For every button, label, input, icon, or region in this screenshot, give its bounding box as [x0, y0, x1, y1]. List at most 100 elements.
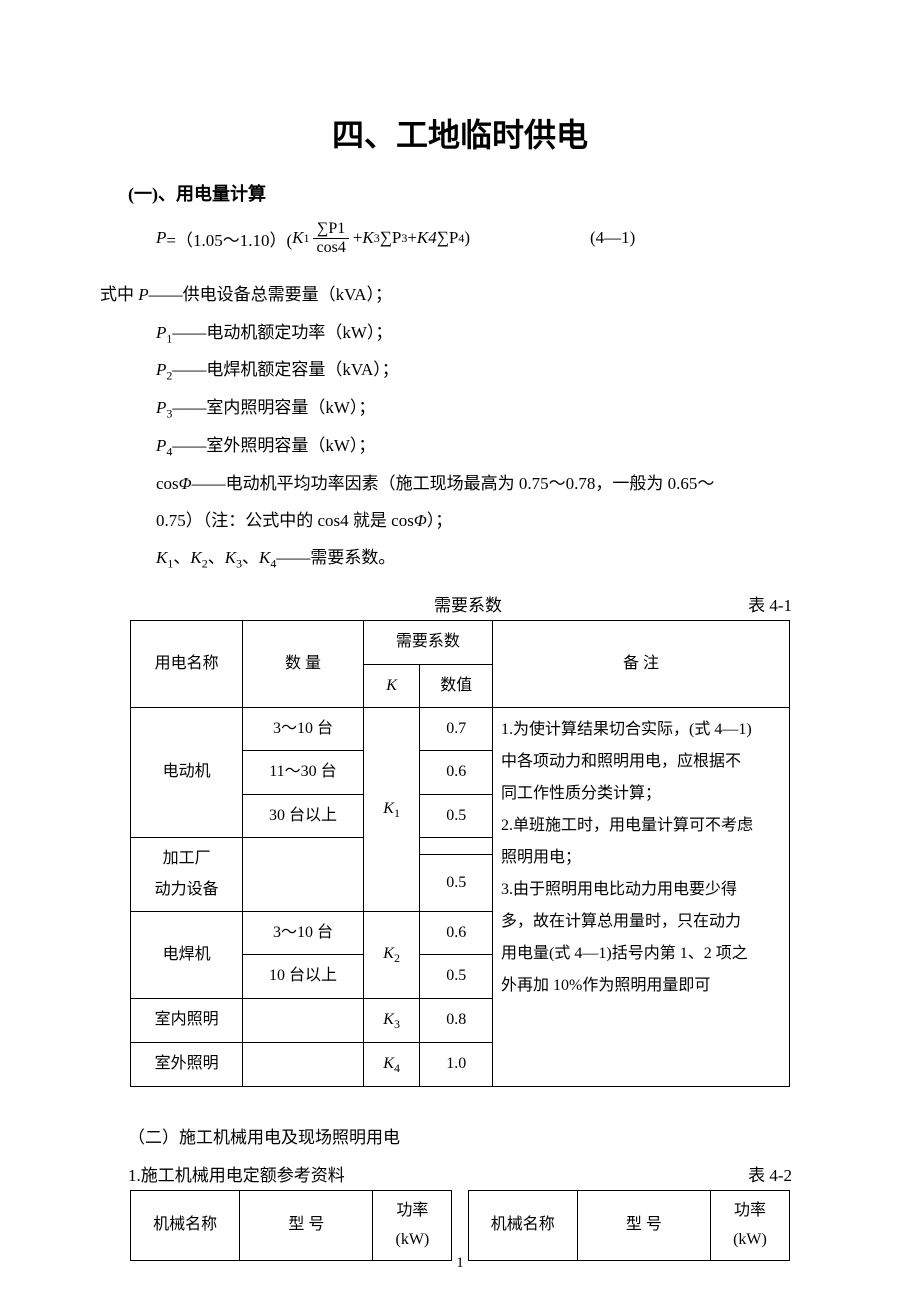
equation-number: (4—1): [590, 228, 635, 248]
t1-remarks: 1.为使计算结果切合实际，(式 4—1) 中各项动力和照明用电，应根据不 同工作…: [493, 708, 790, 1087]
remark-l8: 用电量(式 4—1)括号内第 1、2 项之: [501, 938, 781, 970]
table-row: 电动机 3～10 台 K1 0.7 1.为使计算结果切合实际，(式 4—1) 中…: [131, 708, 790, 751]
table2-caption: 1.施工机械用电定额参考资料: [128, 1161, 748, 1186]
t1-r4-q: [243, 998, 364, 1042]
t1-r1-name: 电动机: [131, 708, 243, 838]
t1-r5-v: 1.0: [420, 1042, 493, 1086]
def-intro: 式中 P——供电设备总需要量（kVA）；: [100, 276, 820, 313]
def-p1: P1——电动机额定功率（kW）；: [156, 314, 820, 352]
def-k4: K: [259, 548, 270, 567]
t1-r3-K: K2: [363, 912, 420, 999]
t1-k4-sym: K: [383, 1055, 394, 1072]
def-cos-line2: 0.75）（注：公式中的 cos4 就是 cosΦ）；: [156, 502, 820, 539]
t2-h4: 机械名称: [468, 1190, 577, 1261]
t2-h5: 型 号: [577, 1190, 710, 1261]
def-cos-phi2: Φ: [414, 511, 427, 530]
def-cos-sym: cos: [156, 474, 179, 493]
remark-l4: 2.单班施工时，用电量计算可不考虑: [501, 810, 781, 842]
def-intro-pre: 式中: [100, 285, 138, 304]
t1-k2-sym: K: [383, 945, 394, 962]
def-sep1: 、: [173, 548, 190, 567]
def-cos-line1: cosΦ——电动机平均功率因素（施工现场最高为 0.75～0.78，一般为 0.…: [156, 465, 820, 502]
formula-k3: K: [362, 228, 373, 248]
def-cos-txt1: ——电动机平均功率因素（施工现场最高为 0.75～0.78，一般为 0.65～: [192, 474, 715, 493]
coefficient-table: 用电名称 数 量 需要系数 备 注 K 数值 电动机 3～10 台 K1 0.7…: [130, 620, 790, 1086]
def-p4: P4——室外照明容量（kW）；: [156, 427, 820, 465]
def-p3-txt: ——室内照明容量（kW）；: [172, 398, 375, 417]
t1-r1-q3: 30 台以上: [243, 794, 364, 837]
def-sep2: 、: [208, 548, 225, 567]
formula-k1-sub: 1: [303, 231, 309, 246]
section-2-heading: （二）施工机械用电及现场照明用电: [128, 1121, 820, 1155]
t1-r5-name: 室外照明: [131, 1042, 243, 1086]
t1-k2-sub: 2: [394, 952, 400, 966]
formula-open: =（1.05～1.10）(: [166, 226, 292, 251]
remark-l3: 同工作性质分类计算；: [501, 778, 781, 810]
def-k2: K: [190, 548, 201, 567]
def-k1: K: [156, 548, 167, 567]
t2-h1: 机械名称: [131, 1190, 240, 1261]
t1-r4-v: 0.8: [420, 998, 493, 1042]
t1-r3-name: 电焊机: [131, 912, 243, 999]
t2-gap: [452, 1190, 468, 1261]
t1-r1-v2: 0.6: [420, 751, 493, 794]
t1-r2-name2: 动力设备: [137, 875, 236, 905]
def-k-line: K1、K2、K3、K4——需要系数。: [156, 539, 820, 577]
t1-k1-sub: 1: [394, 806, 400, 820]
formula-fraction: ∑P1 cos4: [312, 220, 349, 256]
t1-r2-q: [243, 838, 364, 912]
t2-h6-l1: 功率: [717, 1197, 783, 1226]
formula-sum-p3: ∑P: [380, 228, 402, 248]
t2-h3: 功率 (kW): [373, 1190, 452, 1261]
t1-r1-K: K1: [363, 708, 420, 912]
section-1-heading: (一)、用电量计算: [128, 180, 820, 206]
t1-r3-q2: 10 台以上: [243, 955, 364, 998]
formula-sum-p4: ∑P: [437, 228, 459, 248]
remark-l5: 照明用电；: [501, 842, 781, 874]
th-remark: 备 注: [493, 621, 790, 708]
table2-label: 表 4-2: [748, 1161, 792, 1186]
def-cos-txt2: 0.75）（注：公式中的 cos4 就是 cos: [156, 511, 414, 530]
def-p2: P2——电焊机额定容量（kVA）；: [156, 351, 820, 389]
formula-k4: K4: [417, 228, 437, 248]
def-intro-sym: P: [138, 285, 148, 304]
formula-4-1: P =（1.05～1.10）( K1 ∑P1 cos4 + K3 ∑P3 + K…: [156, 220, 820, 256]
page-number: 1: [0, 1255, 920, 1272]
def-p2-txt: ——电焊机额定容量（kVA）；: [172, 360, 398, 379]
table-row: 机械名称 型 号 功率 (kW) 机械名称 型 号 功率 (kW): [131, 1190, 790, 1261]
page-title: 四、工地临时供电: [100, 110, 820, 156]
t1-r3-v2: 0.5: [420, 955, 493, 998]
def-p3: P3——室内照明容量（kW）；: [156, 389, 820, 427]
t1-r1-q2: 11～30 台: [243, 751, 364, 794]
machinery-table: 机械名称 型 号 功率 (kW) 机械名称 型 号 功率 (kW): [130, 1190, 790, 1262]
def-p1-sym: P: [156, 323, 166, 342]
t1-r1-q1: 3～10 台: [243, 708, 364, 751]
t2-h2: 型 号: [240, 1190, 373, 1261]
th-qty: 数 量: [243, 621, 364, 708]
def-p4-txt: ——室外照明容量（kW）；: [172, 436, 375, 455]
remark-l9: 外再加 10%作为照明用量即可: [501, 970, 781, 1002]
def-cos-phi: Φ: [179, 474, 192, 493]
table1-label: 表 4-1: [748, 591, 792, 616]
remark-l2: 中各项动力和照明用电，应根据不: [501, 746, 781, 778]
def-p2-sym: P: [156, 360, 166, 379]
t1-r1-v3: 0.5: [420, 794, 493, 837]
t1-r2-v: 0.5: [420, 855, 493, 912]
t1-r3-q1: 3～10 台: [243, 912, 364, 955]
t2-h3-l2: (kW): [379, 1226, 445, 1255]
document-page: 四、工地临时供电 (一)、用电量计算 P =（1.05～1.10）( K1 ∑P…: [0, 0, 920, 1302]
t1-r3-v1: 0.6: [420, 912, 493, 955]
def-intro-post: ——供电设备总需要量（kVA）；: [149, 285, 392, 304]
formula-lhs: P: [156, 228, 166, 248]
t1-r2-name1: 加工厂: [137, 844, 236, 874]
t1-k1-sym: K: [383, 800, 394, 817]
t2-h3-l1: 功率: [379, 1197, 445, 1226]
t1-r1-v1: 0.7: [420, 708, 493, 751]
formula-plus1: +: [353, 228, 363, 248]
t2-h6: 功率 (kW): [710, 1190, 789, 1261]
def-k3: K: [225, 548, 236, 567]
def-p1-txt: ——电动机额定功率（kW）；: [172, 323, 392, 342]
table-row: 用电名称 数 量 需要系数 备 注: [131, 621, 790, 664]
fraction-numerator: ∑P1: [313, 220, 349, 239]
table1-caption: 需要系数: [188, 591, 748, 616]
